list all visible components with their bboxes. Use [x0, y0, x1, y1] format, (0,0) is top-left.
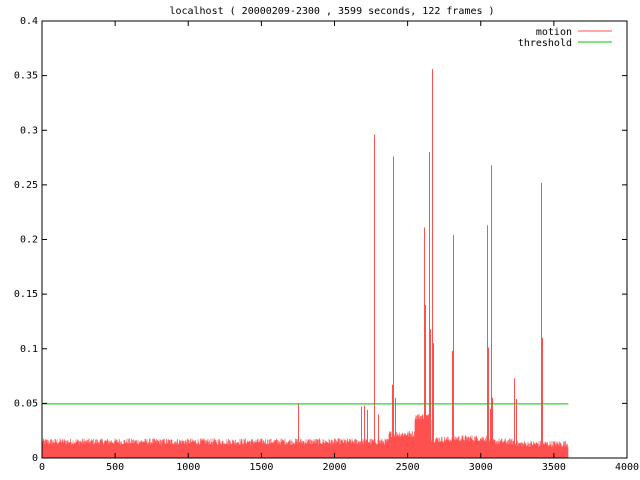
y-tick-label: 0.4 [20, 16, 38, 27]
x-tick-label: 3500 [542, 462, 566, 473]
legend: motion threshold [518, 27, 612, 49]
motion-series [41, 69, 569, 458]
y-tick-label: 0.3 [20, 125, 38, 136]
x-tick-label: 1000 [176, 462, 200, 473]
axes: 0 500 1000 1500 2000 2500 3000 3500 4000 0 0.05 0.1… [14, 16, 639, 473]
x-tick-label: 1500 [249, 462, 273, 473]
y-tick-label: 0.35 [14, 71, 38, 82]
plot-frame [41, 20, 628, 459]
legend-label-motion: motion [536, 27, 572, 38]
x-tick-label: 500 [106, 462, 124, 473]
legend-label-threshold: threshold [518, 38, 572, 49]
x-tick-label: 2500 [396, 462, 420, 473]
y-tick-label: 0.2 [20, 235, 38, 246]
chart-title: localhost ( 20000209-2300 , 3599 seconds… [169, 6, 494, 17]
x-tick-label: 0 [39, 462, 45, 473]
y-tick-label: 0.05 [14, 398, 38, 409]
motion-impulses [41, 413, 569, 458]
y-tick-label: 0.15 [14, 289, 38, 300]
x-tick-label: 3000 [469, 462, 493, 473]
y-tick-label: 0 [32, 453, 38, 464]
x-tick-label: 2000 [322, 462, 346, 473]
y-tick-label: 0.25 [14, 180, 38, 191]
y-tick-label: 0.1 [20, 344, 38, 355]
x-tick-label: 4000 [615, 462, 639, 473]
